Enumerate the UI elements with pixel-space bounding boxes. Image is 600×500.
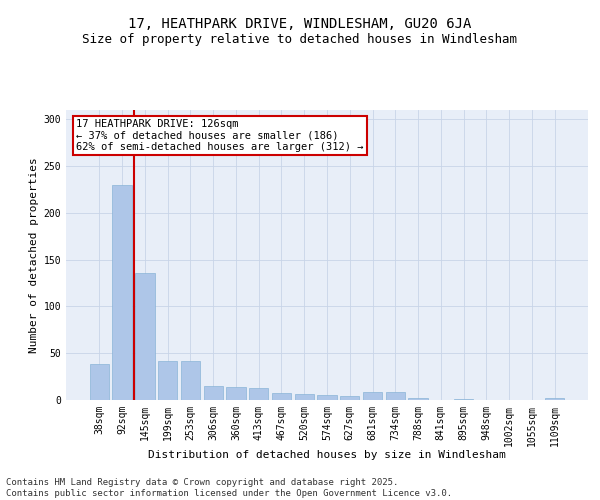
Text: Contains HM Land Registry data © Crown copyright and database right 2025.
Contai: Contains HM Land Registry data © Crown c… — [6, 478, 452, 498]
Bar — [317, 396, 337, 400]
Bar — [454, 399, 473, 400]
Bar — [272, 392, 291, 400]
Bar — [295, 394, 314, 400]
Y-axis label: Number of detached properties: Number of detached properties — [29, 157, 40, 353]
Bar — [340, 396, 359, 400]
Bar — [545, 398, 564, 400]
Text: 17, HEATHPARK DRIVE, WINDLESHAM, GU20 6JA: 17, HEATHPARK DRIVE, WINDLESHAM, GU20 6J… — [128, 18, 472, 32]
Bar — [249, 388, 268, 400]
X-axis label: Distribution of detached houses by size in Windlesham: Distribution of detached houses by size … — [148, 450, 506, 460]
Bar — [158, 360, 178, 400]
Bar — [90, 364, 109, 400]
Bar — [386, 392, 405, 400]
Text: 17 HEATHPARK DRIVE: 126sqm
← 37% of detached houses are smaller (186)
62% of sem: 17 HEATHPARK DRIVE: 126sqm ← 37% of deta… — [76, 118, 364, 152]
Bar — [112, 185, 132, 400]
Bar — [226, 387, 245, 400]
Bar — [181, 360, 200, 400]
Text: Size of property relative to detached houses in Windlesham: Size of property relative to detached ho… — [83, 32, 517, 46]
Bar — [409, 398, 428, 400]
Bar — [363, 392, 382, 400]
Bar — [203, 386, 223, 400]
Bar — [135, 273, 155, 400]
